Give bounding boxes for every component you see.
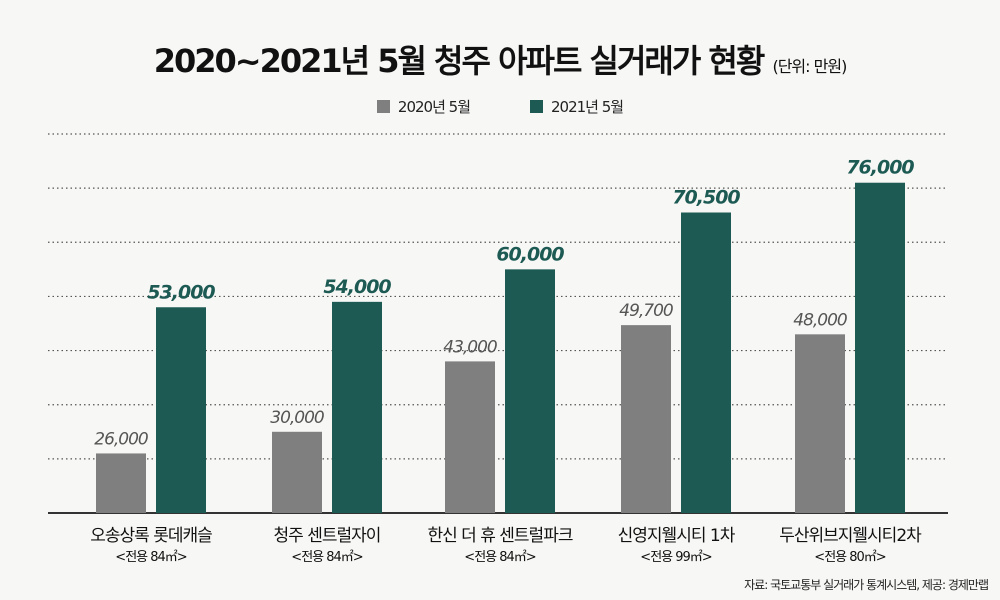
- category-sublabel: <전용 99㎡>: [640, 550, 711, 565]
- data-label: 53,000: [147, 281, 215, 303]
- category-sublabel: <전용 84㎡>: [291, 550, 362, 565]
- legend-swatch: [530, 100, 543, 113]
- data-label: 76,000: [846, 157, 914, 179]
- category-sublabel: <전용 84㎡>: [115, 550, 186, 565]
- bar-2021: [855, 182, 905, 513]
- bar-2020: [272, 431, 322, 513]
- bar-2020: [96, 453, 146, 513]
- legend: 2020년 5월 2021년 5월: [0, 96, 1000, 117]
- legend-label: 2020년 5월: [397, 98, 471, 116]
- data-label: 26,000: [94, 429, 148, 449]
- bar-2020: [621, 325, 671, 513]
- category-label: 청주 센트럴자이: [274, 526, 381, 546]
- legend-item-2020: 2020년 5월: [376, 96, 471, 117]
- bar-2021: [332, 301, 382, 513]
- bar-2021: [681, 212, 731, 513]
- category-sublabel: <전용 84㎡>: [464, 550, 535, 565]
- data-label: 49,700: [619, 301, 673, 321]
- legend-item-2021: 2021년 5월: [530, 96, 624, 117]
- bar-2021: [156, 307, 206, 513]
- data-label: 48,000: [793, 310, 847, 330]
- chart-title: 2020~2021년 5월 청주 아파트 실거래가 현황 (단위: 만원): [0, 36, 1000, 82]
- bar-2020: [445, 361, 495, 513]
- data-label: 30,000: [270, 408, 324, 428]
- category-label: 신영지웰시티 1차: [618, 526, 736, 546]
- bar-2021: [505, 269, 555, 513]
- data-label: 70,500: [672, 187, 740, 209]
- legend-swatch: [376, 100, 390, 113]
- legend-label: 2021년 5월: [551, 98, 624, 116]
- data-label: 54,000: [323, 276, 391, 298]
- unit-note: (단위: 만원): [772, 57, 847, 76]
- title-text: 2020~2021년 5월 청주 아파트 실거래가 현황: [153, 42, 766, 80]
- category-sublabel: <전용 80㎡>: [814, 550, 885, 565]
- bar-2020: [795, 334, 845, 513]
- category-label: 두산위브지웰시티2차: [779, 526, 922, 546]
- data-label: 60,000: [496, 243, 564, 265]
- category-label: 오송상록 롯데캐슬: [90, 526, 212, 546]
- data-label: 43,000: [443, 337, 497, 357]
- source-note: 자료: 국토교통부 실거래가 통계시스템, 제공: 경제만랩: [744, 578, 989, 592]
- category-label: 한신 더 휴 센트럴파크: [428, 526, 573, 546]
